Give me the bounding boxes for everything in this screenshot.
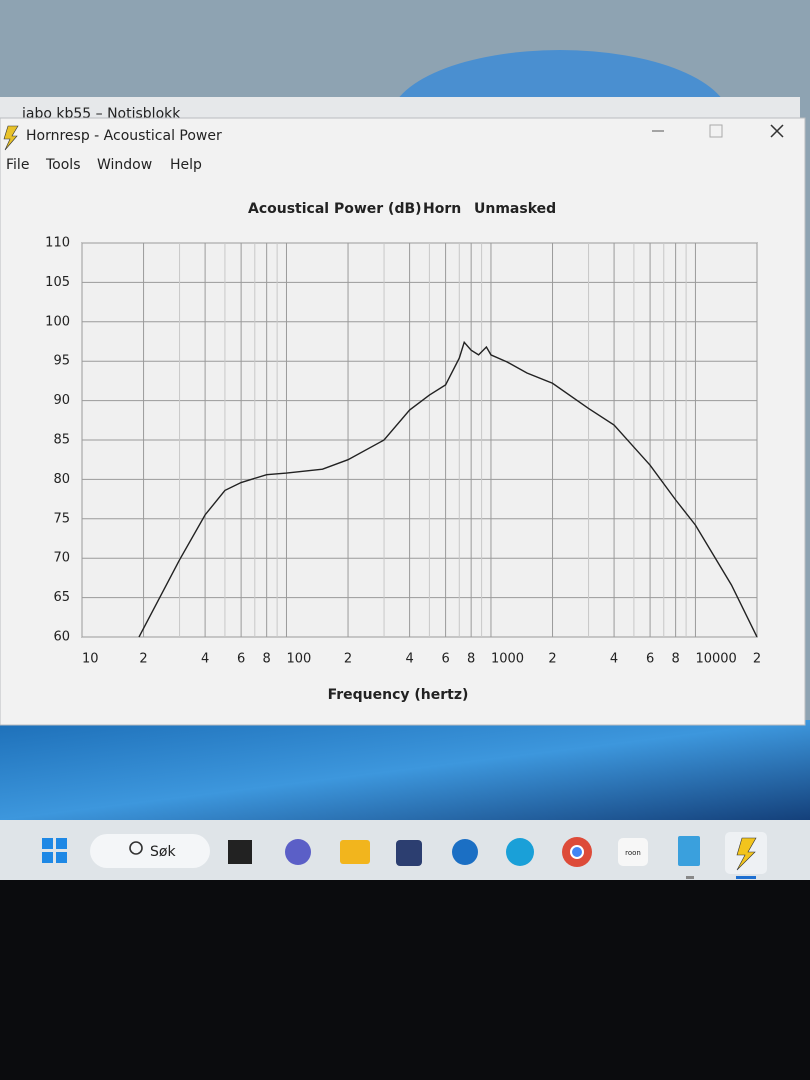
y-tick-label: 110 (45, 236, 70, 251)
x-axis-label: Frequency (hertz) (328, 687, 469, 703)
x-tick-label: 6 (646, 652, 654, 667)
hornresp-icon (736, 837, 757, 871)
running-indicator (686, 876, 694, 879)
store-icon[interactable] (396, 840, 422, 866)
x-tick-label: 10000 (695, 652, 736, 667)
y-tick-label: 85 (53, 433, 70, 448)
y-tick-label: 65 (53, 590, 70, 605)
y-tick-label: 70 (53, 551, 70, 566)
menu-item[interactable]: Window (97, 157, 152, 173)
window-title: Hornresp - Acoustical Power (26, 128, 222, 144)
start-tile (42, 852, 53, 863)
x-tick-label: 10 (82, 652, 99, 667)
data-line (138, 340, 758, 638)
x-tick-label: 6 (441, 652, 449, 667)
x-tick-label: 4 (610, 652, 618, 667)
x-tick-label: 8 (467, 652, 475, 667)
chart-title: Acoustical Power (dB) (248, 201, 422, 217)
chart-title: Unmasked (474, 201, 556, 217)
menu-item[interactable]: Tools (45, 157, 81, 173)
explorer-icon[interactable] (340, 840, 370, 864)
x-tick-label: 100 (286, 652, 311, 667)
start-tile (56, 852, 67, 863)
start-tile (56, 838, 67, 849)
roon-icon[interactable] (618, 838, 648, 866)
x-tick-label: 8 (671, 652, 679, 667)
x-tick-label: 2 (344, 652, 352, 667)
taskview-icon[interactable] (228, 840, 252, 864)
menu-item[interactable]: Help (170, 157, 202, 173)
notepad-icon[interactable] (678, 836, 700, 866)
start-button[interactable] (42, 838, 67, 863)
chrome-center (570, 845, 584, 859)
y-tick-label: 80 (53, 472, 70, 487)
x-tick-label: 4 (201, 652, 209, 667)
chart-title: Horn (423, 201, 461, 217)
x-tick-label: 2 (753, 652, 761, 667)
x-tick-label: 8 (263, 652, 271, 667)
y-tick-label: 90 (53, 393, 70, 408)
x-tick-label: 1000 (491, 652, 524, 667)
start-tile (42, 838, 53, 849)
y-tick-label: 100 (45, 314, 70, 329)
active-indicator (736, 876, 756, 879)
roon-label: roon (625, 849, 641, 857)
wallpaper (0, 720, 810, 820)
x-tick-label: 2 (548, 652, 556, 667)
close-button[interactable] (770, 124, 784, 138)
y-tick-label: 60 (53, 630, 70, 645)
menu-item[interactable]: File (6, 157, 29, 173)
y-tick-label: 105 (45, 275, 70, 290)
y-tick-label: 75 (53, 511, 70, 526)
x-tick-label: 4 (405, 652, 413, 667)
edge-icon[interactable] (506, 838, 534, 866)
audio-app-icon[interactable] (452, 839, 478, 865)
maximize-button[interactable] (709, 124, 723, 138)
app-icon (3, 125, 19, 151)
search-box[interactable] (90, 834, 210, 868)
x-tick-label: 6 (237, 652, 245, 667)
teams-icon[interactable] (285, 839, 311, 865)
y-tick-label: 95 (53, 354, 70, 369)
x-tick-label: 2 (139, 652, 147, 667)
search-icon (129, 841, 143, 855)
search-label: Søk (150, 844, 176, 860)
